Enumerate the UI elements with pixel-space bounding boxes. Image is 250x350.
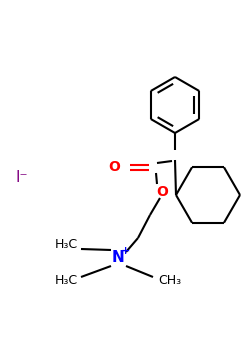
Text: H₃C: H₃C: [55, 274, 78, 287]
Text: O: O: [108, 160, 120, 174]
Text: I⁻: I⁻: [16, 170, 28, 186]
Text: +: +: [122, 246, 130, 256]
Text: H₃C: H₃C: [55, 238, 78, 252]
Text: N: N: [112, 251, 124, 266]
Text: O: O: [156, 185, 168, 199]
Text: CH₃: CH₃: [158, 274, 181, 287]
